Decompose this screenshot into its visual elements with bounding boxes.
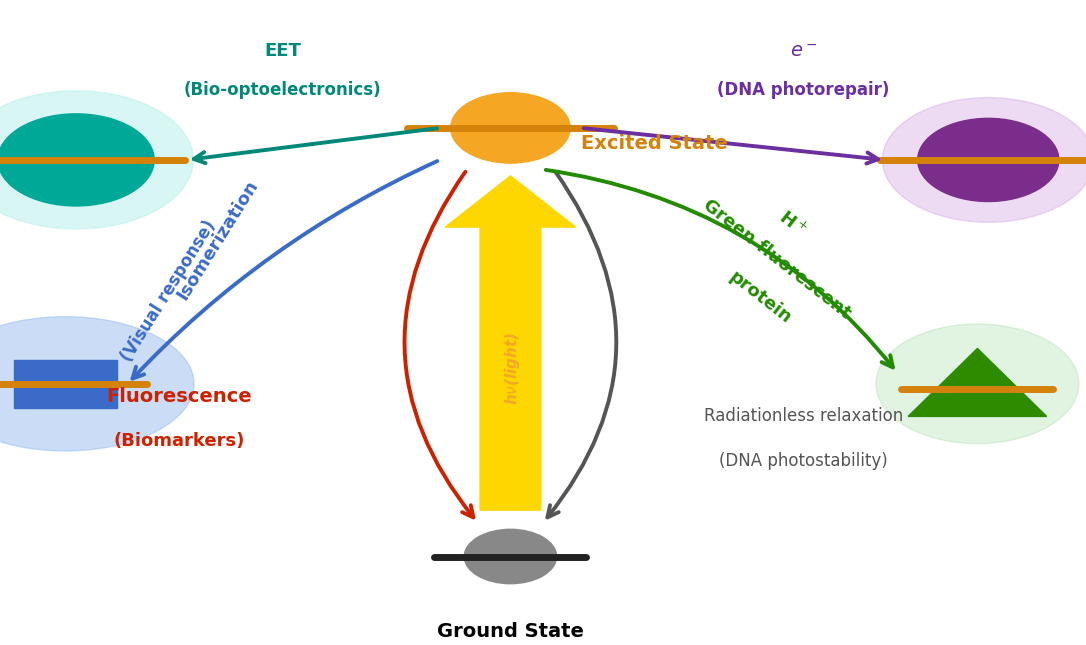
Text: Isomerization: Isomerization: [173, 177, 262, 303]
Text: Excited State: Excited State: [581, 134, 728, 154]
Circle shape: [918, 118, 1059, 201]
Circle shape: [0, 114, 154, 206]
FancyBboxPatch shape: [13, 360, 117, 408]
Text: Ground State: Ground State: [437, 622, 584, 641]
Text: EET: EET: [264, 42, 301, 60]
Text: h$\nu$(light): h$\nu$(light): [503, 332, 522, 405]
Text: Fluorescence: Fluorescence: [106, 387, 252, 406]
Text: (DNA photorepair): (DNA photorepair): [718, 81, 889, 99]
Polygon shape: [445, 176, 576, 510]
Text: (Biomarkers): (Biomarkers): [114, 432, 244, 450]
Ellipse shape: [0, 317, 194, 451]
Text: $e^-$: $e^-$: [790, 42, 818, 61]
Text: Radiationless relaxation: Radiationless relaxation: [704, 407, 904, 425]
Circle shape: [0, 91, 193, 229]
Polygon shape: [908, 348, 1047, 417]
Text: protein: protein: [725, 268, 795, 327]
Text: (DNA photostability): (DNA photostability): [719, 451, 888, 470]
Circle shape: [451, 93, 570, 163]
Text: Green fluorescent: Green fluorescent: [699, 196, 854, 322]
Text: (Bio-optoelectronics): (Bio-optoelectronics): [184, 81, 381, 99]
Circle shape: [882, 97, 1086, 223]
Circle shape: [465, 530, 556, 584]
Text: H$^+$: H$^+$: [775, 207, 810, 241]
Text: (Visual response): (Visual response): [117, 217, 219, 365]
Circle shape: [875, 324, 1079, 444]
